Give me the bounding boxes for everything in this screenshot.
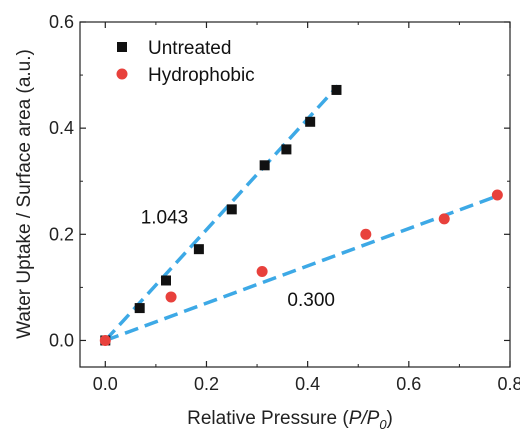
plot-frame: [79, 21, 511, 368]
slope-annotation-2: 0.300: [287, 290, 335, 311]
slope-annotation-1: 1.043: [141, 208, 189, 229]
untreated-point: [193, 244, 204, 255]
legend: Untreated Hydrophobic: [116, 38, 255, 86]
data-markers: [99, 84, 503, 346]
x-tick-label: 0.2: [194, 374, 219, 394]
untreated-point: [259, 160, 270, 171]
x-axis-title-text: Relative Pressure: [187, 408, 337, 429]
fit-lines: [104, 84, 501, 343]
y-tick-label: 0.4: [49, 118, 74, 138]
fit-line-2: [104, 193, 501, 343]
untreated-point: [305, 116, 316, 127]
x-tick-label: 0.6: [396, 374, 421, 394]
axes: 0.0 0.2 0.4 0.6 0.8 0.0 0.2 0.4 0.6: [49, 12, 520, 394]
y-tick-label: 0.2: [49, 224, 74, 244]
y-tick-label: 0.6: [49, 12, 74, 32]
legend-marker-untreated: [117, 42, 127, 52]
untreated-point: [226, 204, 237, 215]
fit-line-1: [104, 84, 340, 342]
x-axis-title-sub: 0: [379, 417, 387, 432]
legend-marker-hydrophobic: [116, 68, 128, 80]
legend-label-hydrophobic: Hydrophobic: [148, 65, 255, 86]
hydrophobic-point: [256, 265, 268, 277]
untreated-point: [134, 303, 145, 314]
legend-label-untreated: Untreated: [148, 38, 231, 59]
y-axis-title: Water Uptake / Surface area (a.u.): [14, 49, 35, 339]
annotations: 1.043 0.300: [141, 208, 335, 311]
x-axis-title: Relative Pressure (P/P0): [187, 408, 393, 432]
y-tick-label: 0.0: [49, 330, 74, 350]
untreated-point: [281, 144, 292, 155]
untreated-point: [331, 84, 342, 95]
x-tick-label: 0.4: [295, 374, 320, 394]
untreated-point: [161, 275, 171, 286]
hydrophobic-point: [99, 334, 111, 346]
x-tick-label: 0.8: [497, 374, 520, 394]
x-axis-title-math: P/P: [349, 408, 380, 429]
hydrophobic-point: [360, 228, 372, 240]
x-tick-label: 0.0: [93, 374, 118, 394]
hydrophobic-point: [491, 189, 503, 201]
hydrophobic-point: [438, 213, 450, 225]
hydrophobic-point: [165, 291, 177, 303]
